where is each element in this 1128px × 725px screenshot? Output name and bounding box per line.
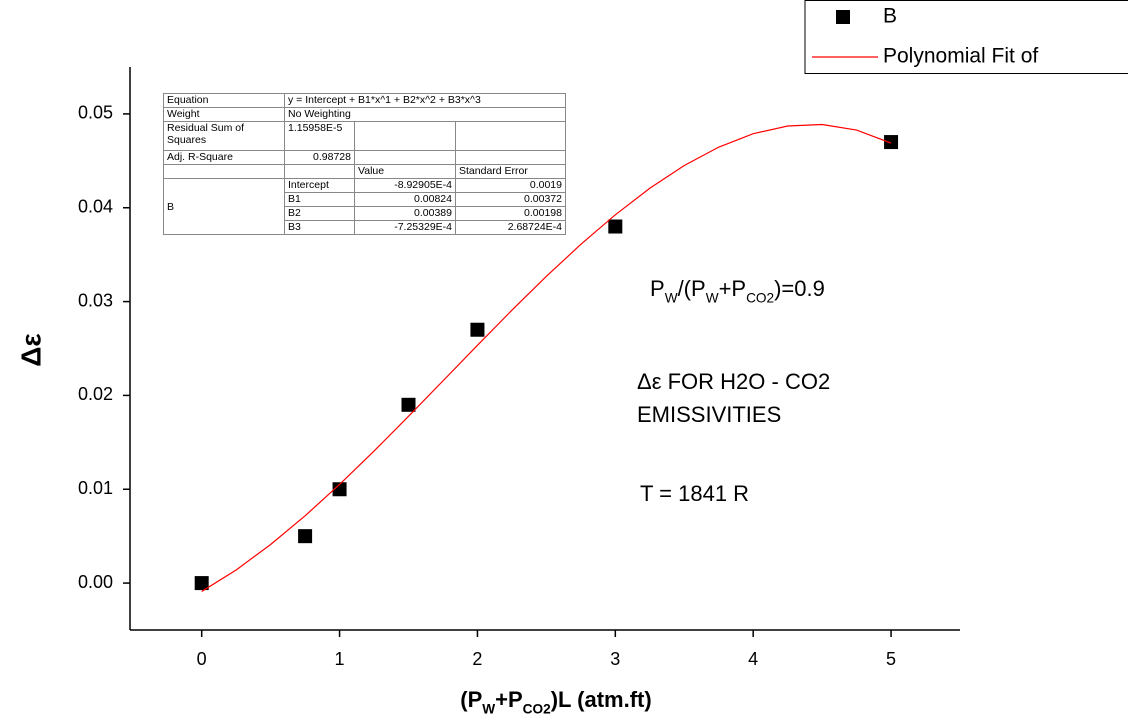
x-tick-label: 4: [748, 649, 758, 669]
marker: [884, 135, 899, 150]
cell: 0.0019: [455, 178, 566, 193]
y-tick-label: 0.05: [78, 103, 113, 123]
marker: [194, 576, 209, 591]
x-axis-label-part: (P: [460, 687, 482, 712]
marker: [332, 482, 347, 497]
marker: [608, 219, 623, 234]
annotation-part: CO2: [746, 291, 774, 306]
y-tick-label: 0.04: [78, 197, 113, 217]
marker: [298, 529, 313, 544]
y-tick-label: 0.03: [78, 290, 113, 310]
annotation-part: /(P: [678, 276, 706, 301]
cell: Weight: [163, 107, 285, 122]
y-tick-label: 0.02: [78, 384, 113, 404]
cell: y = Intercept + B1*x^1 + B2*x^2 + B3*x^3: [284, 93, 566, 108]
cell: B3: [284, 220, 355, 235]
cell: 0.00198: [455, 206, 566, 221]
x-tick-label: 0: [197, 649, 207, 669]
legend-label: B: [883, 5, 897, 28]
annotation: PW/(PW+PCO2)=0.9: [650, 276, 825, 306]
cell: B2: [284, 206, 355, 221]
annotation-part: Δε FOR H2O - CO2: [637, 369, 830, 394]
x-tick-label: 1: [335, 649, 345, 669]
x-tick-label: 5: [886, 649, 896, 669]
legend-label: Polynomial Fit of: [883, 45, 1038, 68]
x-axis-label-part: )L (atm.ft): [551, 687, 652, 712]
annotation-part: W: [706, 291, 719, 306]
cell: Residual Sum of Squares: [163, 121, 285, 151]
cell: -7.25329E-4: [354, 220, 456, 235]
cell: Equation: [163, 93, 285, 108]
x-axis-label-part: CO2: [523, 702, 551, 717]
annotation-part: EMISSIVITIES: [637, 402, 781, 427]
y-tick-label: 0.01: [78, 478, 113, 498]
cell: 0.00389: [354, 206, 456, 221]
x-axis-label-part: +P: [495, 687, 523, 712]
fit-table: Equation y = Intercept + B1*x^1 + B2*x^2 …: [163, 93, 566, 235]
cell: -8.92905E-4: [354, 178, 456, 193]
annotation: T = 1841 R: [640, 481, 749, 506]
annotation: Δε FOR H2O - CO2: [637, 369, 830, 394]
legend-marker: [836, 10, 850, 24]
x-tick-label: 3: [610, 649, 620, 669]
cell: Intercept: [284, 178, 355, 193]
y-tick-label: 0.00: [78, 572, 113, 592]
annotation-part: W: [665, 291, 678, 306]
annotation-part: +P: [719, 276, 747, 301]
cell: 2.68724E-4: [455, 220, 566, 235]
annotation-part: T = 1841 R: [640, 481, 749, 506]
annotation-part: )=0.9: [774, 276, 825, 301]
cell: 0.98728: [284, 150, 355, 165]
cell: 0.00372: [455, 192, 566, 207]
x-axis-label-part: W: [482, 702, 495, 717]
x-axis-label: (PW+PCO2)L (atm.ft): [460, 687, 651, 717]
cell: Standard Error: [455, 164, 566, 179]
cell: Adj. R-Square: [163, 150, 285, 165]
cell: No Weighting: [284, 107, 566, 122]
cell: 1.15958E-5: [284, 121, 355, 151]
y-axis-label: Δε: [15, 333, 46, 366]
marker: [470, 322, 485, 337]
cell: B: [163, 178, 285, 235]
legend-box: [804, 0, 1128, 74]
x-tick-label: 2: [472, 649, 482, 669]
cell: B1: [284, 192, 355, 207]
annotation-part: P: [650, 276, 665, 301]
cell: 0.00824: [354, 192, 456, 207]
annotation: EMISSIVITIES: [637, 402, 781, 427]
fit-line: [201, 123, 892, 592]
marker: [401, 397, 416, 412]
cell: Value: [354, 164, 456, 179]
